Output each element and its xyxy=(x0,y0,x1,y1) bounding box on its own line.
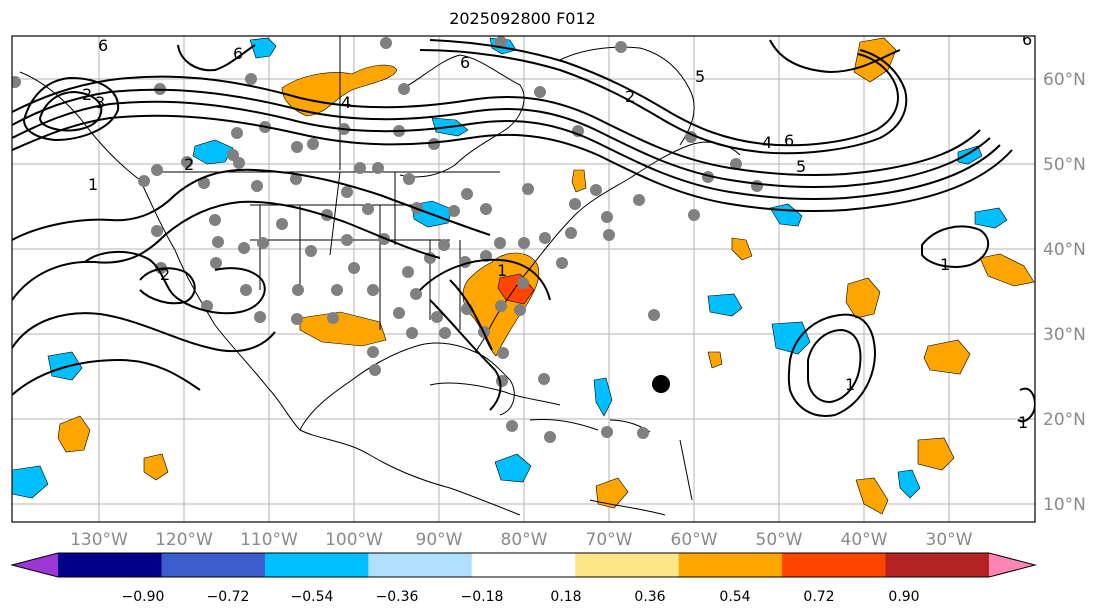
anomaly-orange xyxy=(731,237,753,261)
contour-label: 6 xyxy=(233,44,243,63)
contour-label: 1 xyxy=(940,255,950,274)
lon-label: 110°W xyxy=(240,530,298,550)
map-title: 2025092800 F012 xyxy=(449,9,596,28)
contour-label: 5 xyxy=(796,157,806,176)
anomaly-orange xyxy=(923,339,971,375)
contour-label: 4 xyxy=(762,133,772,152)
contour-label: 6 xyxy=(784,131,794,150)
contour-label: 6 xyxy=(1022,30,1032,49)
anomaly-orange xyxy=(855,477,889,515)
anomaly-orange xyxy=(917,437,955,471)
anomaly-cyan xyxy=(974,207,1008,229)
lat-label: 40°N xyxy=(1043,240,1086,260)
lat-label: 30°N xyxy=(1043,325,1086,345)
lon-label: 120°W xyxy=(155,530,213,550)
lat-label: 10°N xyxy=(1043,495,1086,515)
contour-label: 2 xyxy=(625,87,635,106)
anomaly-cyan xyxy=(593,377,613,417)
anomaly-cyan xyxy=(47,351,83,381)
contour-label: 6 xyxy=(98,36,108,55)
anomaly-orange xyxy=(299,311,387,347)
colorbar-swatch xyxy=(58,553,162,577)
contour-label: 1 xyxy=(1018,413,1028,432)
colorbar-outline xyxy=(10,552,1037,578)
contour-label: 4 xyxy=(341,93,351,112)
colorbar-tick: −0.90 xyxy=(122,589,165,605)
anomaly-cyan xyxy=(769,203,803,227)
anomaly-cyan xyxy=(771,321,811,355)
lat-label: 60°N xyxy=(1043,70,1086,90)
contour-label: 2 xyxy=(82,85,92,104)
lon-label: 80°W xyxy=(501,530,548,550)
anomaly-orange xyxy=(57,415,91,453)
height-contours xyxy=(12,39,1035,423)
colorbar-tick: −0.36 xyxy=(376,589,419,605)
lon-label: 70°W xyxy=(586,530,633,550)
colorbar-swatch xyxy=(885,553,990,577)
anomaly-cyan xyxy=(12,465,49,499)
anomaly-orange xyxy=(845,277,881,319)
anomaly-cyan xyxy=(957,145,983,165)
colorbar-tick: −0.18 xyxy=(461,589,504,605)
anomaly-orange xyxy=(571,169,587,193)
colorbar-swatch xyxy=(368,553,473,577)
longitude-labels: 130°W 120°W 110°W 100°W 90°W 80°W 70°W 6… xyxy=(70,530,973,550)
lon-label: 40°W xyxy=(841,530,888,550)
lat-label: 20°N xyxy=(1043,410,1086,430)
colorbar-extend-high xyxy=(989,553,1035,577)
colorbar-tick: 0.72 xyxy=(803,589,834,605)
anomaly-cyan xyxy=(249,37,277,59)
colorbar-swatch xyxy=(575,553,680,577)
lat-label: 50°N xyxy=(1043,155,1086,175)
colorbar-tick: −0.54 xyxy=(291,589,334,605)
anomaly-cyan xyxy=(897,469,921,499)
lon-label: 60°W xyxy=(671,530,718,550)
anomaly-orange xyxy=(595,477,629,509)
map-frame xyxy=(11,35,1036,523)
anomaly-orange xyxy=(143,453,169,481)
contour-label: 1 xyxy=(845,375,855,394)
colorbar-tick: 0.18 xyxy=(550,589,581,605)
colorbar-swatch xyxy=(471,553,576,577)
lon-label: 30°W xyxy=(926,530,973,550)
lon-label: 130°W xyxy=(70,530,128,550)
contour-label: 1 xyxy=(88,175,98,194)
latitude-labels: 60°N 50°N 40°N 30°N 20°N 10°N xyxy=(1043,70,1086,515)
colorbar-tick: 0.54 xyxy=(719,589,750,605)
colorbar-tick: −0.72 xyxy=(207,589,250,605)
contour-label: 6 xyxy=(460,53,470,72)
anomaly-cyan xyxy=(494,453,532,483)
colorbar-labels: −0.90 −0.72 −0.54 −0.36 −0.18 0.18 0.36 … xyxy=(122,589,920,605)
contour-label: 1 xyxy=(497,261,507,280)
contour-label: 3 xyxy=(95,93,105,112)
colorbar-swatch xyxy=(678,553,783,577)
contour-labels: 6 6 2 3 4 1 2 6 5 6 5 4 6 2 1 1 1 1 2 xyxy=(82,30,1032,432)
colorbar-swatch xyxy=(782,553,887,577)
colorbar-swatch xyxy=(161,553,266,577)
anomaly-cyan xyxy=(707,293,743,317)
colorbar xyxy=(10,552,1037,578)
anomaly-orange xyxy=(707,351,723,369)
contour-label: 2 xyxy=(160,265,170,284)
contour-label: 5 xyxy=(695,67,705,86)
contour-label: 2 xyxy=(184,155,194,174)
anomaly-cyan xyxy=(192,139,234,165)
lon-label: 100°W xyxy=(325,530,383,550)
colorbar-swatch xyxy=(264,553,369,577)
colorbar-extend-low xyxy=(12,553,58,577)
map-gridlines xyxy=(12,36,1035,522)
observation-stations xyxy=(12,36,763,443)
storm-center-dot xyxy=(652,375,670,393)
colorbar-tick: 0.90 xyxy=(888,589,919,605)
anomaly-orange xyxy=(979,253,1035,287)
lon-label: 90°W xyxy=(416,530,463,550)
colorbar-tick: 0.36 xyxy=(634,589,665,605)
lon-label: 50°W xyxy=(756,530,803,550)
